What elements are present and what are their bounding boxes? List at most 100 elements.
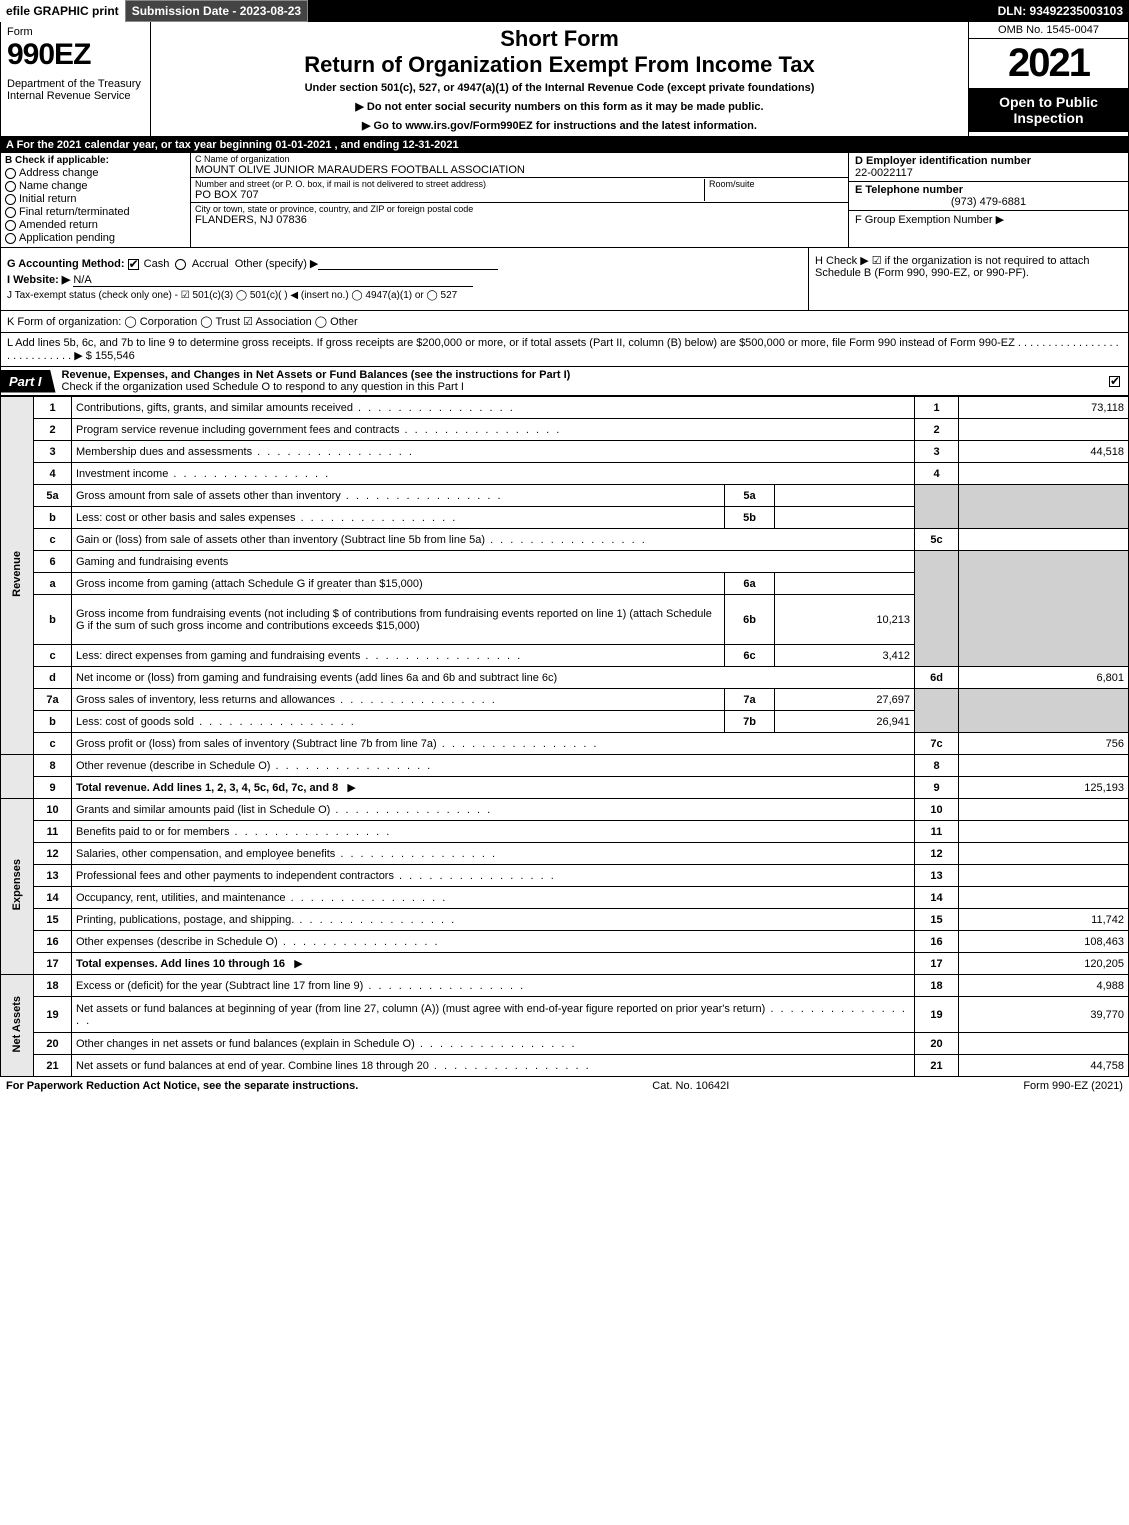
line-7a-value: 27,697 — [775, 689, 915, 711]
gross-receipts-amount: 155,546 — [95, 350, 135, 362]
part-1-schedule-o-check[interactable] — [1109, 376, 1120, 387]
phone-label: E Telephone number — [855, 184, 963, 196]
top-bar: efile GRAPHIC print Submission Date - 20… — [0, 0, 1129, 22]
line-19-desc: Net assets or fund balances at beginning… — [72, 997, 915, 1033]
line-6b-value: 10,213 — [775, 595, 915, 645]
line-11-value — [959, 821, 1129, 843]
line-13-desc: Professional fees and other payments to … — [72, 865, 915, 887]
header-right: OMB No. 1545-0047 2021 Open to Public In… — [968, 22, 1128, 136]
line-j: J Tax-exempt status (check only one) - ☑… — [7, 290, 802, 301]
header-mid: Short Form Return of Organization Exempt… — [151, 22, 968, 136]
line-21-desc: Net assets or fund balances at end of ye… — [72, 1055, 915, 1077]
line-5a-desc: Gross amount from sale of assets other t… — [72, 485, 725, 507]
department-label: Department of the Treasury Internal Reve… — [7, 78, 144, 102]
city-value: FLANDERS, NJ 07836 — [195, 214, 844, 226]
line-13-value — [959, 865, 1129, 887]
line-7b-desc: Less: cost of goods sold — [72, 711, 725, 733]
room-label: Room/suite — [709, 179, 844, 189]
line-2-desc: Program service revenue including govern… — [72, 419, 915, 441]
group-exemption-label: F Group Exemption Number ▶ — [855, 214, 1004, 226]
section-bc-row: B Check if applicable: Address change Na… — [0, 153, 1129, 248]
part-1-check-text: Check if the organization used Schedule … — [62, 381, 464, 393]
check-name-change[interactable]: Name change — [5, 180, 186, 192]
part-1-table: Revenue 1 Contributions, gifts, grants, … — [0, 396, 1129, 1077]
line-19-value: 39,770 — [959, 997, 1129, 1033]
line-a: A For the 2021 calendar year, or tax yea… — [0, 137, 1129, 153]
form-header: Form 990EZ Department of the Treasury In… — [0, 22, 1129, 137]
line-17-value: 120,205 — [959, 953, 1129, 975]
section-c: C Name of organization MOUNT OLIVE JUNIO… — [191, 153, 848, 247]
line-18-desc: Excess or (deficit) for the year (Subtra… — [72, 975, 915, 997]
efile-print-label[interactable]: efile GRAPHIC print — [0, 0, 125, 22]
form-label: Form — [7, 26, 144, 38]
goto-link[interactable]: ▶ Go to www.irs.gov/Form990EZ for instru… — [159, 119, 960, 132]
city-label: City or town, state or province, country… — [195, 204, 844, 214]
ein-value: 22-0022117 — [855, 167, 913, 179]
line-6d-desc: Net income or (loss) from gaming and fun… — [72, 667, 915, 689]
part-1-header: Part I Revenue, Expenses, and Changes in… — [0, 367, 1129, 396]
line-4-desc: Investment income — [72, 463, 915, 485]
ein-label: D Employer identification number — [855, 155, 1031, 167]
line-7b-value: 26,941 — [775, 711, 915, 733]
line-12-value — [959, 843, 1129, 865]
footer: For Paperwork Reduction Act Notice, see … — [0, 1077, 1129, 1095]
return-title: Return of Organization Exempt From Incom… — [159, 52, 960, 78]
footer-left: For Paperwork Reduction Act Notice, see … — [6, 1080, 358, 1092]
check-final-return[interactable]: Final return/terminated — [5, 206, 186, 218]
line-8-value — [959, 755, 1129, 777]
footer-form-ref: Form 990-EZ (2021) — [1023, 1080, 1123, 1092]
tax-year: 2021 — [969, 39, 1128, 88]
check-accrual[interactable] — [175, 259, 186, 270]
line-6d-value: 6,801 — [959, 667, 1129, 689]
line-6a-value — [775, 573, 915, 595]
check-initial-return[interactable]: Initial return — [5, 193, 186, 205]
line-h: H Check ▶ ☑ if the organization is not r… — [808, 248, 1128, 310]
line-6c-desc: Less: direct expenses from gaming and fu… — [72, 645, 725, 667]
line-l: L Add lines 5b, 6c, and 7b to line 9 to … — [0, 332, 1129, 367]
line-2-value — [959, 419, 1129, 441]
line-15-value: 11,742 — [959, 909, 1129, 931]
line-3-value: 44,518 — [959, 441, 1129, 463]
line-k: K Form of organization: ◯ Corporation ◯ … — [0, 311, 1129, 332]
check-address-change[interactable]: Address change — [5, 167, 186, 179]
short-form-title: Short Form — [159, 26, 960, 52]
line-7a-desc: Gross sales of inventory, less returns a… — [72, 689, 725, 711]
line-14-desc: Occupancy, rent, utilities, and maintena… — [72, 887, 915, 909]
line-5c-desc: Gain or (loss) from sale of assets other… — [72, 529, 915, 551]
check-application-pending[interactable]: Application pending — [5, 232, 186, 244]
line-21-value: 44,758 — [959, 1055, 1129, 1077]
line-16-value: 108,463 — [959, 931, 1129, 953]
expenses-sidebar: Expenses — [1, 799, 34, 975]
open-public-badge: Open to Public Inspection — [969, 88, 1128, 132]
org-name-label: C Name of organization — [195, 154, 844, 164]
line-9-desc: Total revenue. Add lines 1, 2, 3, 4, 5c,… — [72, 777, 915, 799]
revenue-sidebar: Revenue — [1, 397, 34, 755]
line-11-desc: Benefits paid to or for members — [72, 821, 915, 843]
section-b: B Check if applicable: Address change Na… — [1, 153, 191, 247]
dln-number: DLN: 93492235003103 — [992, 0, 1129, 22]
line-10-value — [959, 799, 1129, 821]
org-name: MOUNT OLIVE JUNIOR MARAUDERS FOOTBALL AS… — [195, 164, 844, 176]
part-1-title: Revenue, Expenses, and Changes in Net As… — [62, 369, 571, 381]
check-cash[interactable] — [128, 259, 139, 270]
line-17-desc: Total expenses. Add lines 10 through 16 … — [72, 953, 915, 975]
check-amended-return[interactable]: Amended return — [5, 219, 186, 231]
section-def: D Employer identification number 22-0022… — [848, 153, 1128, 247]
line-7c-desc: Gross profit or (loss) from sales of inv… — [72, 733, 915, 755]
submission-date: Submission Date - 2023-08-23 — [125, 0, 308, 22]
line-4-value — [959, 463, 1129, 485]
header-left: Form 990EZ Department of the Treasury In… — [1, 22, 151, 136]
line-15-desc: Printing, publications, postage, and shi… — [72, 909, 915, 931]
line-1-value: 73,118 — [959, 397, 1129, 419]
line-i: I Website: ▶ N/A — [7, 273, 802, 287]
line-12-desc: Salaries, other compensation, and employ… — [72, 843, 915, 865]
line-5a-value — [775, 485, 915, 507]
website-value: N/A — [73, 274, 91, 286]
line-20-value — [959, 1033, 1129, 1055]
address-value: PO BOX 707 — [195, 189, 704, 201]
line-3-desc: Membership dues and assessments — [72, 441, 915, 463]
omb-number: OMB No. 1545-0047 — [969, 22, 1128, 39]
line-5b-desc: Less: cost or other basis and sales expe… — [72, 507, 725, 529]
line-1-desc: Contributions, gifts, grants, and simila… — [72, 397, 915, 419]
line-7c-value: 756 — [959, 733, 1129, 755]
